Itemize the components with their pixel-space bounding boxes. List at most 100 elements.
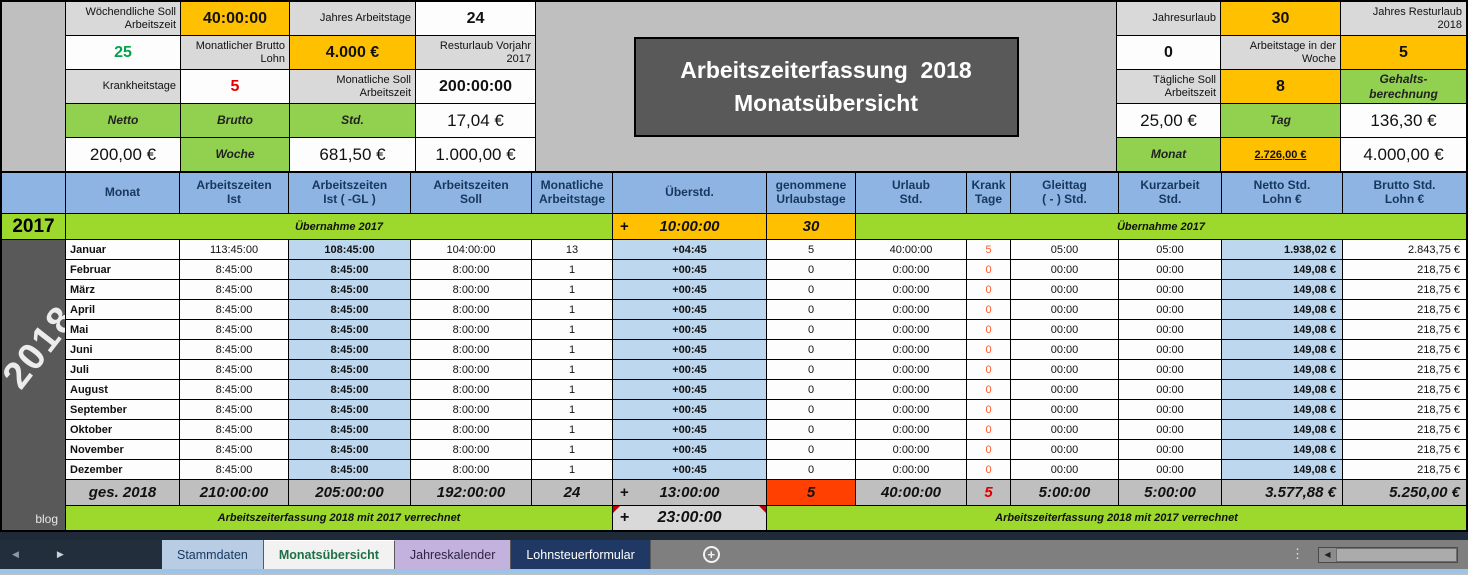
cell-ist[interactable]: 8:45:00 [180, 460, 288, 479]
cell-ist[interactable]: 8:45:00 [180, 260, 288, 279]
cell-arbeitstage[interactable]: 1 [532, 400, 612, 419]
cell-arbeitstage[interactable]: 1 [532, 260, 612, 279]
cell-urlaubstage[interactable]: 0 [767, 280, 855, 299]
setting-value-monthly-target[interactable]: 200:00:00 [416, 70, 535, 103]
cell-soll[interactable]: 8:00:00 [411, 340, 531, 359]
cell-soll[interactable]: 8:00:00 [411, 360, 531, 379]
sheet-tab-monatsuebersicht[interactable]: Monatsübersicht [263, 540, 395, 569]
cell-urlaub-std[interactable]: 0:00:00 [856, 260, 966, 279]
cell-urlaubstage[interactable]: 5 [767, 240, 855, 259]
cell-ueberstd[interactable]: +00:45 [613, 460, 766, 479]
salary-netto-week[interactable]: 681,50 € [290, 138, 415, 171]
cell-monat[interactable]: August [66, 380, 179, 399]
cell-arbeitstage[interactable]: 1 [532, 380, 612, 399]
cell-kurzarbeit[interactable]: 05:00 [1119, 240, 1221, 259]
cell-monat[interactable]: März [66, 280, 179, 299]
cell-ueberstd[interactable]: +00:45 [613, 320, 766, 339]
cell-monat[interactable]: Juli [66, 360, 179, 379]
cell-arbeitstage[interactable]: 1 [532, 460, 612, 479]
carryover-vacation-days[interactable]: 30 [767, 214, 855, 239]
cell-brutto-lohn[interactable]: 218,75 € [1343, 280, 1466, 299]
cell-netto-lohn[interactable]: 149,08 € [1222, 280, 1342, 299]
cell-gleittag[interactable]: 00:00 [1011, 340, 1118, 359]
cell-gleittag[interactable]: 00:00 [1011, 440, 1118, 459]
cell-ist[interactable]: 8:45:00 [180, 380, 288, 399]
cell-urlaub-std[interactable]: 0:00:00 [856, 400, 966, 419]
cell-ist[interactable]: 8:45:00 [180, 440, 288, 459]
cell-monat[interactable]: September [66, 400, 179, 419]
add-sheet-icon[interactable]: + [702, 546, 720, 563]
cell-ist-gl[interactable]: 8:45:00 [289, 420, 410, 439]
cell-soll[interactable]: 8:00:00 [411, 260, 531, 279]
cell-urlaubstage[interactable]: 0 [767, 320, 855, 339]
cell-ist-gl[interactable]: 8:45:00 [289, 340, 410, 359]
cell-ist[interactable]: 8:45:00 [180, 360, 288, 379]
cell-ueberstd[interactable]: +00:45 [613, 300, 766, 319]
cell-ist-gl[interactable]: 8:45:00 [289, 460, 410, 479]
cell-netto-lohn[interactable]: 149,08 € [1222, 440, 1342, 459]
cell-brutto-lohn[interactable]: 218,75 € [1343, 360, 1466, 379]
cell-netto-lohn[interactable]: 149,08 € [1222, 360, 1342, 379]
cell-ist[interactable]: 8:45:00 [180, 400, 288, 419]
cell-gleittag[interactable]: 00:00 [1011, 360, 1118, 379]
cell-soll[interactable]: 8:00:00 [411, 400, 531, 419]
cell-netto-lohn[interactable]: 149,08 € [1222, 300, 1342, 319]
cell-ist[interactable]: 113:45:00 [180, 240, 288, 259]
cell-soll[interactable]: 104:00:00 [411, 240, 531, 259]
cell-gleittag[interactable]: 00:00 [1011, 460, 1118, 479]
cell-urlaubstage[interactable]: 0 [767, 340, 855, 359]
cell-brutto-lohn[interactable]: 218,75 € [1343, 460, 1466, 479]
cell-netto-lohn[interactable]: 149,08 € [1222, 460, 1342, 479]
cell-ist-gl[interactable]: 8:45:00 [289, 320, 410, 339]
cell-urlaub-std[interactable]: 40:00:00 [856, 240, 966, 259]
cell-monat[interactable]: Oktober [66, 420, 179, 439]
sheet-tab-lohnsteuerformular[interactable]: Lohnsteuerformular [511, 540, 651, 569]
cell-ueberstd[interactable]: +00:45 [613, 360, 766, 379]
cell-krank-tage[interactable]: 0 [967, 320, 1010, 339]
salary-brutto-month[interactable]: 4.000,00 € [1341, 138, 1466, 171]
cell-urlaubstage[interactable]: 0 [767, 440, 855, 459]
cell-monat[interactable]: Juni [66, 340, 179, 359]
cell-brutto-lohn[interactable]: 218,75 € [1343, 420, 1466, 439]
cell-ist[interactable]: 8:45:00 [180, 280, 288, 299]
salary-netto-hour[interactable]: 17,04 € [416, 104, 535, 137]
cell-kurzarbeit[interactable]: 00:00 [1119, 420, 1221, 439]
cell-netto-lohn[interactable]: 149,08 € [1222, 320, 1342, 339]
cell-urlaub-std[interactable]: 0:00:00 [856, 320, 966, 339]
setting-value-weekly-target[interactable]: 40:00:00 [181, 2, 289, 35]
cell-arbeitstage[interactable]: 1 [532, 320, 612, 339]
scrollbar-thumb[interactable] [1337, 548, 1456, 561]
cell-ist-gl[interactable]: 108:45:00 [289, 240, 410, 259]
setting-value-remaining-vacation[interactable]: 25 [66, 36, 180, 69]
cell-brutto-lohn[interactable]: 218,75 € [1343, 400, 1466, 419]
cell-ist-gl[interactable]: 8:45:00 [289, 300, 410, 319]
cell-netto-lohn[interactable]: 149,08 € [1222, 340, 1342, 359]
cell-gleittag[interactable]: 00:00 [1011, 260, 1118, 279]
total-arbeitstage[interactable]: 24 [532, 480, 612, 505]
cell-monat[interactable]: April [66, 300, 179, 319]
cell-gleittag[interactable]: 00:00 [1011, 280, 1118, 299]
cell-kurzarbeit[interactable]: 00:00 [1119, 460, 1221, 479]
cell-monat[interactable]: Januar [66, 240, 179, 259]
horizontal-scrollbar[interactable]: ◀ [1318, 546, 1458, 563]
cell-netto-lohn[interactable]: 149,08 € [1222, 420, 1342, 439]
cell-urlaubstage[interactable]: 0 [767, 360, 855, 379]
reconciliation-overtime-cell[interactable]: + 23:00:00 [613, 506, 766, 530]
cell-soll[interactable]: 8:00:00 [411, 380, 531, 399]
cell-monat[interactable]: Dezember [66, 460, 179, 479]
cell-kurzarbeit[interactable]: 00:00 [1119, 260, 1221, 279]
cell-arbeitstage[interactable]: 1 [532, 420, 612, 439]
cell-gleittag[interactable]: 00:00 [1011, 300, 1118, 319]
total-ist-gl[interactable]: 205:00:00 [289, 480, 410, 505]
cell-arbeitstage[interactable]: 1 [532, 280, 612, 299]
cell-brutto-lohn[interactable]: 218,75 € [1343, 380, 1466, 399]
total-kurzarbeit[interactable]: 5:00:00 [1119, 480, 1221, 505]
cell-kurzarbeit[interactable]: 00:00 [1119, 380, 1221, 399]
cell-urlaub-std[interactable]: 0:00:00 [856, 300, 966, 319]
cell-brutto-lohn[interactable]: 218,75 € [1343, 260, 1466, 279]
cell-netto-lohn[interactable]: 149,08 € [1222, 380, 1342, 399]
cell-ueberstd[interactable]: +00:45 [613, 420, 766, 439]
sheet-tab-jahreskalender[interactable]: Jahreskalender [394, 540, 512, 569]
cell-kurzarbeit[interactable]: 00:00 [1119, 280, 1221, 299]
cell-ueberstd[interactable]: +00:45 [613, 380, 766, 399]
